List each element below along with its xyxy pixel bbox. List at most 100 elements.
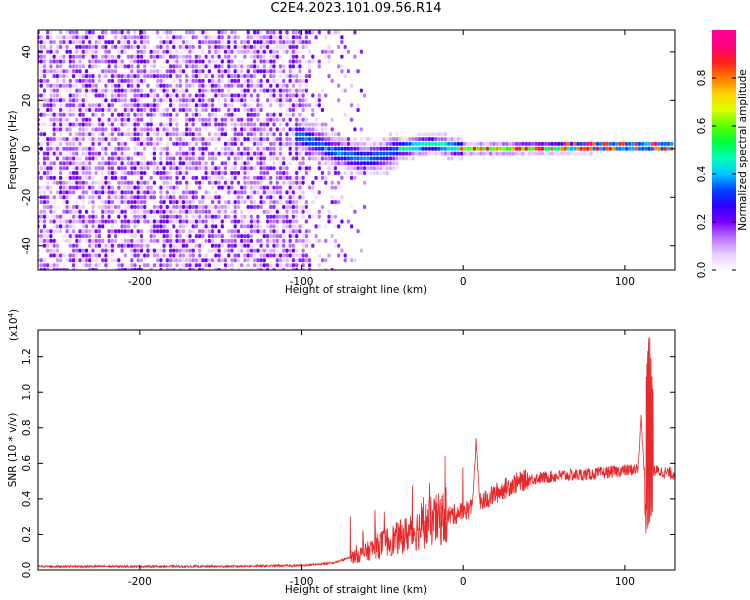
spectrogram-cell — [220, 243, 224, 248]
spectrogram-cell — [114, 195, 118, 200]
spectrogram-cell — [88, 151, 92, 156]
spectrogram-cell — [178, 98, 182, 103]
spectrogram-cell — [172, 224, 176, 229]
spectrogram-cell — [295, 180, 299, 185]
spectrogram-cell — [223, 49, 228, 54]
spectrogram-cell — [269, 180, 273, 185]
spectrogram-cell — [301, 180, 305, 185]
spectrogram-cell — [101, 141, 105, 146]
spectrogram-cell — [110, 224, 114, 229]
spectrogram-cell — [527, 146, 532, 151]
spectrogram-cell — [91, 171, 95, 175]
spectrogram-cell — [269, 205, 273, 209]
spectrogram-cell — [214, 156, 218, 161]
spectrogram-cell — [511, 141, 515, 146]
spectrogram-cell — [295, 209, 299, 214]
spectrogram-cell — [46, 200, 50, 205]
spectrogram-cell — [295, 127, 299, 132]
spectrogram-cell — [188, 83, 192, 88]
spectrogram-cell — [395, 151, 399, 156]
spectrogram-cell — [466, 146, 470, 151]
spectrogram-cell — [430, 146, 435, 151]
spectrogram-cell — [311, 137, 315, 142]
spectrogram-cell — [660, 146, 664, 151]
spectrogram-cell — [298, 190, 302, 195]
spectrogram-cell — [518, 146, 522, 151]
spectrogram-cell — [272, 156, 276, 161]
spectrogram-cell — [544, 151, 548, 156]
spectrogram-cell — [139, 166, 144, 171]
spectrogram-cell — [207, 214, 211, 219]
spectrogram-cell — [201, 200, 205, 205]
spectrogram-cell — [282, 40, 286, 45]
spectrogram-cell — [159, 190, 163, 195]
spectrogram-cell — [233, 253, 237, 258]
spectrogram-cell — [291, 127, 295, 132]
spectrogram-cell — [191, 49, 195, 54]
spectrogram-cell — [223, 205, 228, 209]
spectrogram-cell — [194, 74, 198, 79]
spectrogram-cell — [139, 88, 144, 93]
spectrogram-cell — [621, 146, 625, 151]
spectrogram-cell — [55, 248, 59, 253]
spectrogram-cell — [450, 146, 454, 151]
spectrogram-cell — [188, 180, 192, 185]
spectrogram-cell — [198, 78, 202, 83]
spectrogram-cell — [272, 35, 276, 40]
spectrogram-cell — [253, 209, 257, 214]
spectrogram-cell — [94, 127, 98, 132]
spectrogram-cell — [388, 141, 393, 146]
spectrogram-cell — [249, 214, 253, 219]
spectrogram-cell — [282, 224, 286, 229]
spectrogram-cell — [136, 83, 140, 88]
spectrogram-cell — [59, 103, 63, 108]
spectrogram-cell — [49, 122, 53, 127]
spectrogram-cell — [97, 74, 101, 79]
spectrogram-cell — [65, 146, 69, 151]
spectrogram-cell — [246, 175, 250, 180]
spectrogram-cell — [327, 214, 331, 219]
spectrogram-cell — [236, 258, 241, 263]
spectrogram-cell — [576, 146, 580, 151]
spectrogram-cell — [278, 175, 283, 180]
spectrogram-cell — [107, 54, 111, 59]
spectrogram-cell — [91, 127, 95, 132]
spectrogram-cell — [440, 151, 444, 156]
spectrogram-cell — [94, 219, 98, 224]
spectrogram-cell — [204, 166, 208, 171]
spectrogram-cell — [59, 132, 63, 137]
spectrogram-cell — [156, 35, 160, 40]
spectrogram-cell — [39, 74, 43, 79]
spectrogram-cell — [337, 146, 341, 151]
spectrogram-cell — [295, 185, 299, 190]
spectrogram-cell — [498, 146, 502, 151]
spectrogram-cell — [198, 45, 202, 49]
spectrogram-cell — [405, 156, 409, 161]
spectrogram-cell — [304, 229, 308, 234]
spectrogram-cell — [246, 83, 250, 88]
spectrogram-cell — [169, 45, 173, 49]
spectrogram-cell — [291, 214, 295, 219]
spectrogram-cell — [220, 40, 224, 45]
spectrogram-cell — [246, 45, 250, 49]
spectrogram-cell — [136, 200, 140, 205]
spectrogram-cell — [246, 127, 250, 132]
spectrogram-cell — [298, 112, 302, 117]
spectrogram-cell — [256, 117, 260, 122]
spectrogram-cell — [217, 195, 221, 200]
spectrogram-cell — [97, 103, 101, 108]
spectrogram-cell — [220, 45, 224, 49]
spectrogram-cell — [363, 93, 367, 98]
spectrogram-cell — [175, 74, 179, 79]
spectrogram-cell — [201, 69, 205, 74]
spectrogram-cell — [42, 74, 47, 79]
spectrogram-cell — [191, 146, 195, 151]
spectrogram-cell — [295, 205, 299, 209]
spectrogram-cell — [217, 205, 221, 209]
spectrogram-cell — [55, 49, 59, 54]
spectrogram-cell — [278, 132, 283, 137]
spectrogram-cell — [88, 229, 92, 234]
spectrogram-cell — [660, 141, 664, 146]
spectrogram-cell — [152, 161, 156, 166]
spectrogram-cell — [178, 253, 182, 258]
